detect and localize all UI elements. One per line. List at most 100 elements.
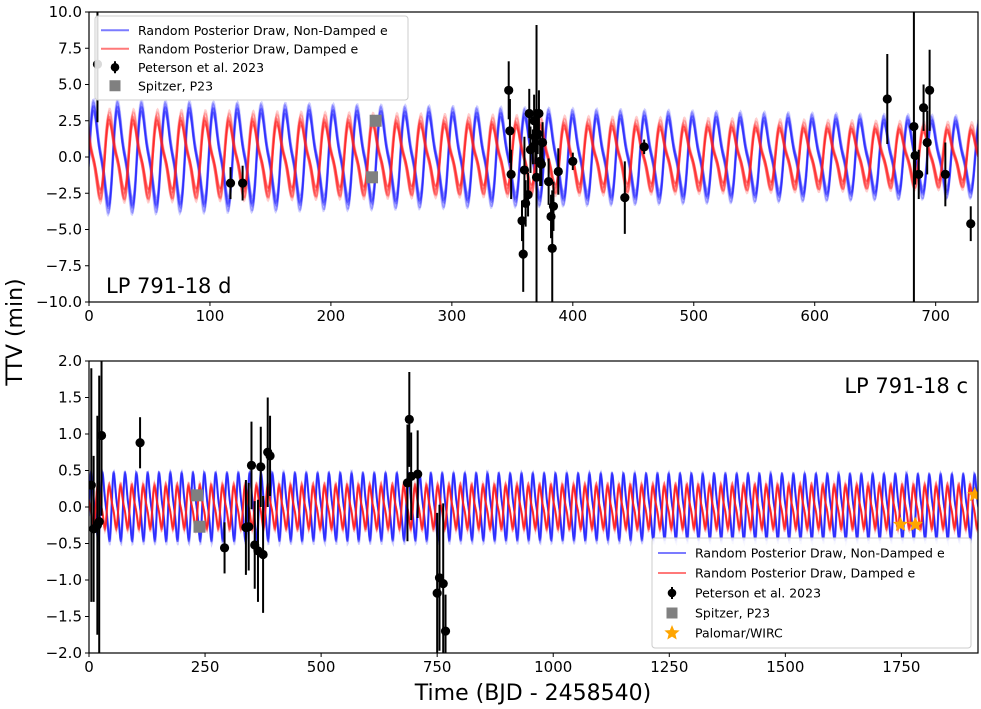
peterson-point xyxy=(925,85,935,95)
peterson-point xyxy=(519,165,530,175)
x-tick-label: 500 xyxy=(307,658,336,676)
y-tick-label: −2.0 xyxy=(46,644,82,662)
model-draw-line xyxy=(89,481,978,533)
peterson-point xyxy=(219,543,230,553)
model-draw-line xyxy=(89,469,978,545)
model-draw-line xyxy=(89,118,978,195)
panel-label-d: LP 791-18 d xyxy=(106,274,231,298)
x-tick-label: 1750 xyxy=(882,658,920,676)
panel-label-c: LP 791-18 c xyxy=(844,374,968,398)
x-tick-label: 400 xyxy=(558,307,587,325)
peterson-point xyxy=(910,150,920,161)
model-draw-line xyxy=(89,111,978,201)
y-tick-label: 0.0 xyxy=(58,148,82,166)
peterson-point xyxy=(244,522,254,532)
legend-d: Random Posterior Draw, Non-Damped e Rando… xyxy=(94,15,409,101)
legend-point-swatch xyxy=(110,62,120,72)
legend-square-swatch xyxy=(109,80,121,92)
model-draw-line xyxy=(89,474,978,537)
model-draw-line xyxy=(89,485,978,530)
x-tick-label: 600 xyxy=(800,307,829,325)
peterson-point xyxy=(534,108,544,119)
y-tick-label: −10.0 xyxy=(36,293,82,311)
y-tick-label: 1.0 xyxy=(58,425,82,443)
x-tick-label: 500 xyxy=(679,307,708,325)
peterson-point xyxy=(506,169,516,179)
peterson-point xyxy=(568,156,578,166)
peterson-point xyxy=(639,142,649,152)
spitzer-point xyxy=(366,171,379,184)
y-tick-label: 7.5 xyxy=(58,39,82,57)
peterson-point xyxy=(413,469,423,479)
model-draw-line xyxy=(89,469,978,545)
peterson-point xyxy=(523,190,533,200)
peterson-point xyxy=(94,517,104,527)
model-draw-line xyxy=(89,115,978,201)
model-draw-line xyxy=(89,108,978,210)
y-tick-label: −0.5 xyxy=(46,535,82,553)
palomar-point xyxy=(907,516,923,531)
peterson-point xyxy=(524,108,534,119)
peterson-point xyxy=(504,85,514,95)
peterson-point xyxy=(537,137,548,148)
y-tick-label: 0.5 xyxy=(58,462,82,480)
legend-star-swatch xyxy=(664,625,680,640)
spitzer-point xyxy=(191,489,204,502)
peterson-point xyxy=(518,249,528,259)
y-axis-label: TTV (min) xyxy=(3,278,28,386)
legend-label: Spitzer, P23 xyxy=(695,606,770,621)
model-draw-line xyxy=(89,483,978,531)
x-tick-label: 1250 xyxy=(650,658,688,676)
legend-point-swatch xyxy=(667,588,677,598)
model-draw-line xyxy=(89,483,978,531)
model-draw-line xyxy=(89,105,978,208)
model-draw-line xyxy=(89,470,978,543)
x-tick-label: 0 xyxy=(84,658,94,676)
model-draw-line xyxy=(89,471,978,544)
peterson-point xyxy=(505,126,515,136)
model-draw-line xyxy=(89,471,978,542)
y-tick-label: 1.5 xyxy=(58,389,82,407)
model-draw-line xyxy=(89,107,978,202)
x-tick-label: 750 xyxy=(423,658,452,676)
observations-d xyxy=(92,12,976,302)
peterson-point xyxy=(238,178,248,188)
x-axis-label: Time (BJD - 2458540) xyxy=(414,681,651,706)
model-draw-line xyxy=(89,480,978,533)
y-tick-label: −5.0 xyxy=(46,221,82,239)
spitzer-point xyxy=(369,114,382,127)
peterson-point xyxy=(922,137,932,148)
legend-label: Random Posterior Draw, Non-Damped e xyxy=(138,23,388,38)
peterson-point xyxy=(882,94,892,104)
peterson-point xyxy=(918,103,929,113)
model-draw-line xyxy=(89,98,978,218)
model-draw-line xyxy=(89,470,978,543)
x-tick-label: 700 xyxy=(921,307,950,325)
peterson-point xyxy=(531,172,542,182)
y-tick-label: −1.0 xyxy=(46,571,82,589)
peterson-point xyxy=(536,159,546,169)
spitzer-point xyxy=(193,520,206,533)
y-tick-label: 5.0 xyxy=(58,76,82,94)
model-draw-line xyxy=(89,468,978,545)
model-draw-line xyxy=(89,470,978,545)
legend-label: Random Posterior Draw, Damped e xyxy=(695,566,916,581)
peterson-point xyxy=(544,177,554,187)
y-tick-label: 2.0 xyxy=(58,352,82,370)
x-tick-label: 1500 xyxy=(766,658,804,676)
y-tick-label: −2.5 xyxy=(46,184,82,202)
peterson-point xyxy=(440,626,451,636)
model-draw-line xyxy=(89,468,978,544)
peterson-point xyxy=(517,216,527,226)
peterson-point xyxy=(966,219,976,229)
legend-label: Palomar/WIRC xyxy=(695,626,783,641)
model-draw-line xyxy=(89,101,978,216)
legend-label: Random Posterior Draw, Damped e xyxy=(138,41,359,56)
model-draw-line xyxy=(89,484,978,529)
model-draw-line xyxy=(89,104,978,215)
peterson-point xyxy=(258,549,268,560)
legend-label: Random Posterior Draw, Non-Damped e xyxy=(695,546,945,561)
peterson-point xyxy=(265,451,275,461)
model-draw-line xyxy=(89,480,978,533)
legend-label: Spitzer, P23 xyxy=(138,78,213,93)
